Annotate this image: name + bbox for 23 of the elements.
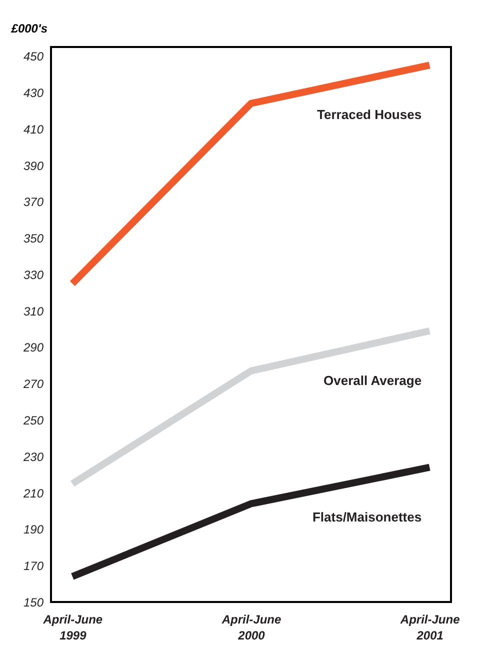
y-tick-label: 230 bbox=[22, 450, 44, 464]
series-label: Flats/Maisonettes bbox=[312, 509, 422, 524]
y-tick-label: 370 bbox=[23, 195, 44, 210]
y-tick-label: 310 bbox=[23, 304, 44, 318]
y-tick-label: 410 bbox=[23, 122, 44, 136]
series-label: Overall Average bbox=[324, 372, 422, 388]
y-tick-label: 450 bbox=[23, 50, 44, 64]
y-tick-label: 170 bbox=[23, 559, 44, 574]
y-tick-label: 430 bbox=[23, 86, 44, 100]
y-tick-label: 350 bbox=[23, 232, 44, 246]
y-tick-label: 250 bbox=[22, 414, 44, 428]
y-tick-label: 190 bbox=[23, 522, 44, 537]
y-tick-label: 210 bbox=[22, 486, 44, 500]
y-tick-label: 330 bbox=[23, 268, 44, 282]
y-tick-label: 270 bbox=[22, 377, 44, 392]
x-tick-label: April-June 2000 bbox=[220, 612, 282, 642]
x-tick-label: April-June 1999 bbox=[42, 612, 103, 642]
y-tick-label: 290 bbox=[22, 340, 44, 355]
y-tick-label: 390 bbox=[23, 158, 44, 173]
y-axis-title: £000's bbox=[10, 22, 48, 36]
y-tick-label: 150 bbox=[23, 596, 44, 610]
series-label: Terraced Houses bbox=[317, 107, 422, 122]
x-tick-label: April-June 2001 bbox=[399, 612, 460, 642]
